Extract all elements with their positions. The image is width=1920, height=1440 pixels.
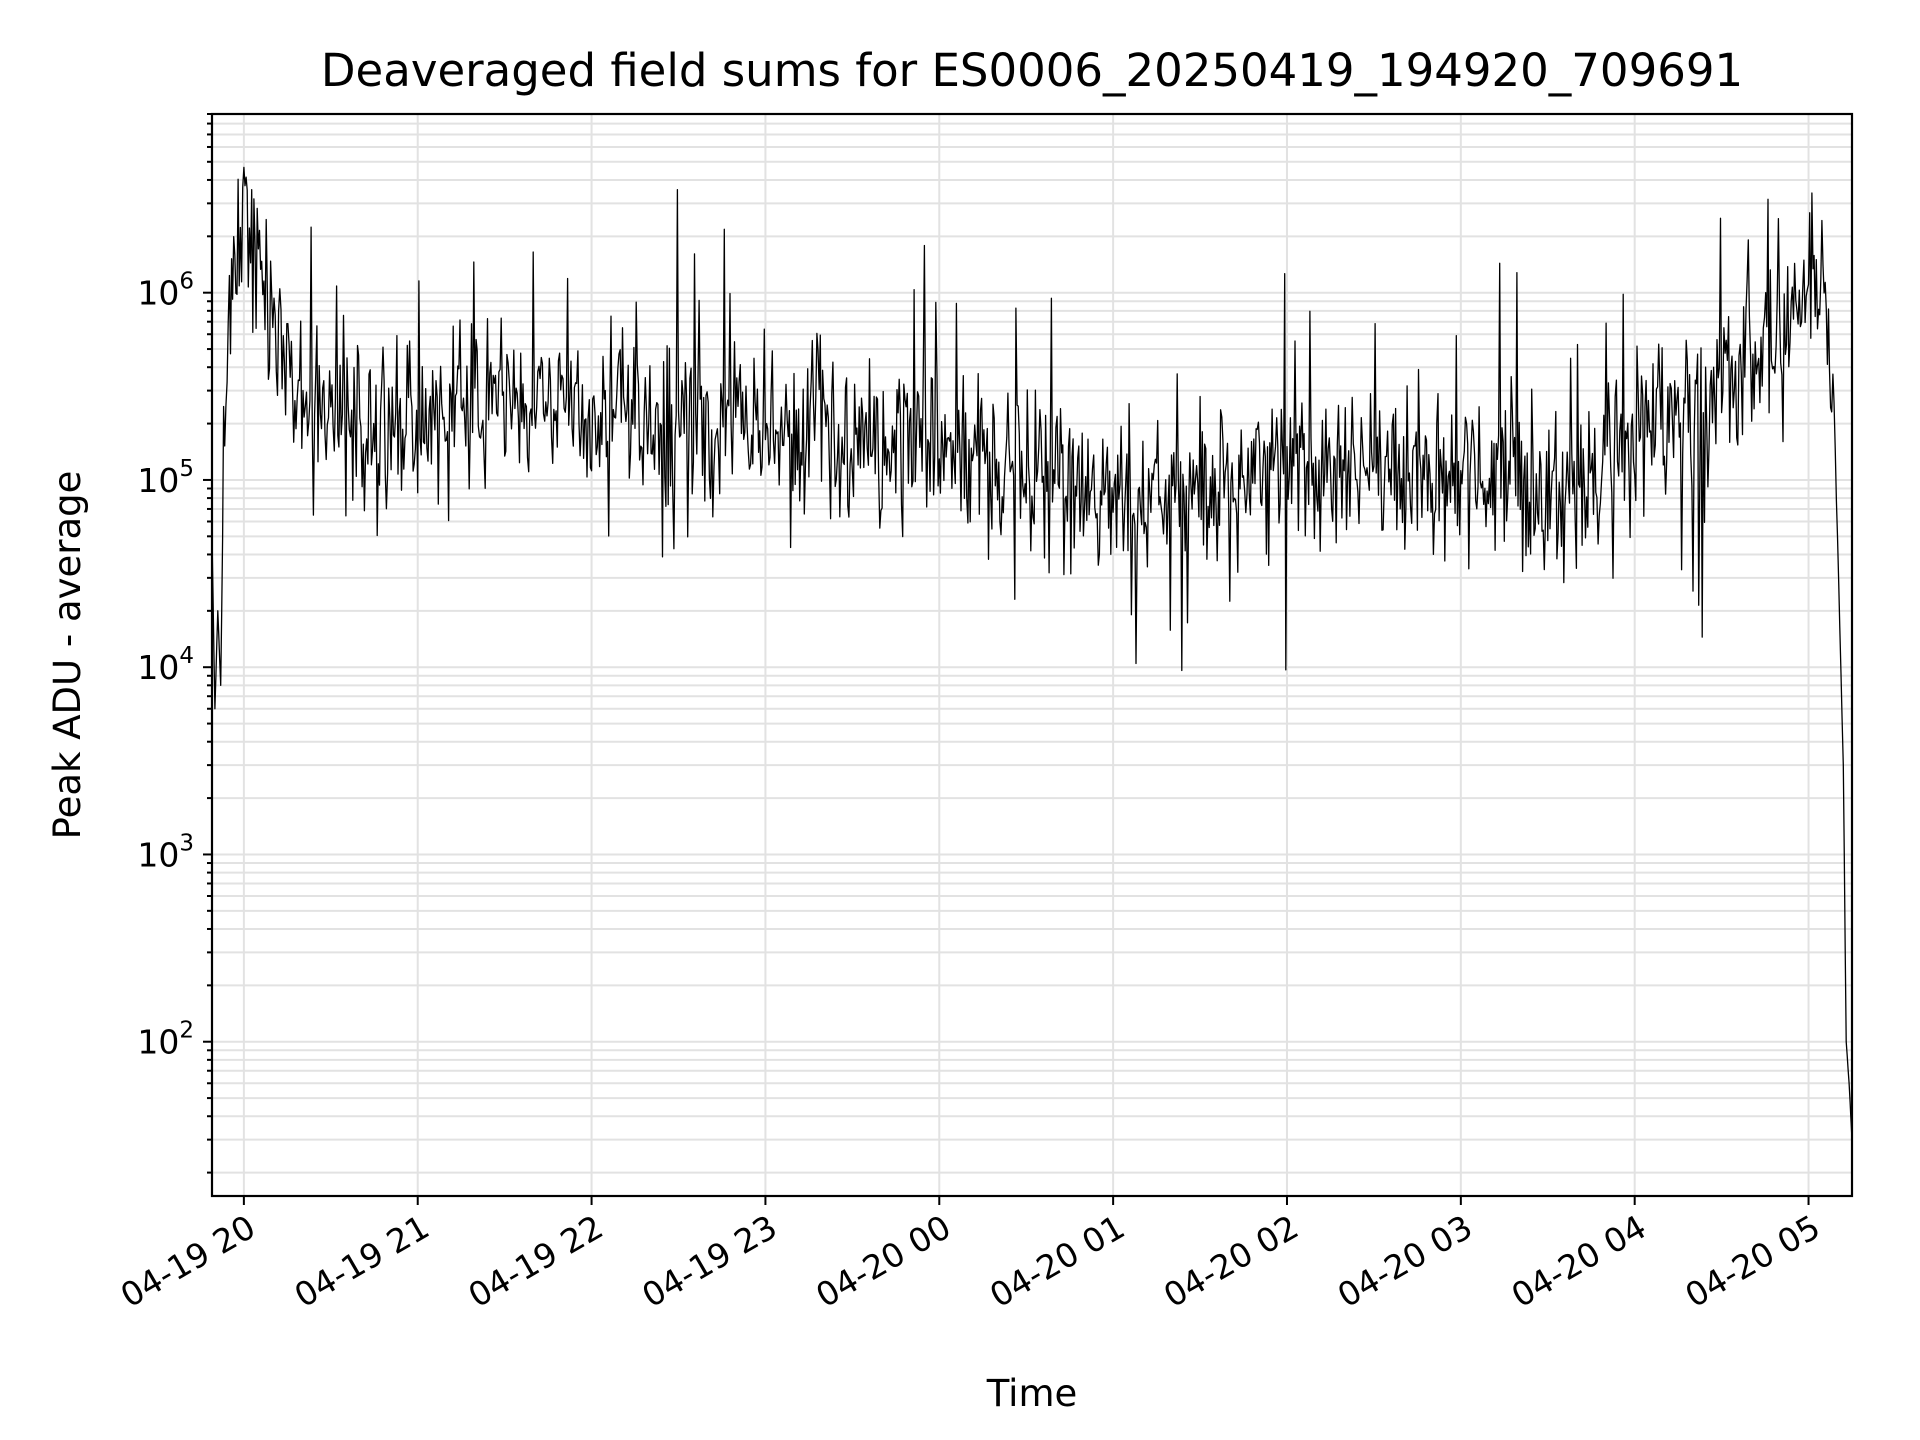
- chart-title: Deaveraged field sums for ES0006_2025041…: [321, 44, 1743, 97]
- x-tick-label: 04-20 02: [1157, 1207, 1305, 1315]
- x-tick-label: 04-20 03: [1331, 1207, 1479, 1315]
- x-tick-label: 04-20 01: [983, 1207, 1131, 1315]
- x-tick-label: 04-20 04: [1505, 1207, 1653, 1315]
- x-tick-label: 04-19 22: [462, 1207, 610, 1315]
- grid-lines: [212, 113, 1852, 1196]
- y-tick-label: 105: [137, 456, 194, 500]
- x-tick-label: 04-19 20: [114, 1207, 262, 1315]
- y-tick-labels: 102 103 104 105 106: [137, 269, 194, 1062]
- y-tick-label: 102: [137, 1018, 194, 1062]
- y-tick-label: 106: [137, 269, 194, 313]
- plot-frame: [210, 112, 1854, 1198]
- x-tick-label: 04-20 05: [1679, 1207, 1827, 1315]
- series-layer: [211, 166, 1853, 1140]
- x-tick-labels: 04-19 20 04-19 21 04-19 22 04-19 23 04-20 00…: [114, 1207, 1827, 1315]
- series-line-0: [211, 166, 1853, 1140]
- y-tick-label: 104: [137, 643, 194, 687]
- x-tick-label: 04-20 00: [809, 1207, 957, 1315]
- y-axis-label: Peak ADU - average: [46, 471, 89, 840]
- x-tick-label: 04-19 21: [288, 1207, 436, 1315]
- axis-ticks: [203, 113, 1810, 1205]
- x-axis-label: Time: [986, 1372, 1078, 1415]
- x-tick-label: 04-19 23: [635, 1207, 783, 1315]
- y-tick-label: 103: [137, 830, 194, 874]
